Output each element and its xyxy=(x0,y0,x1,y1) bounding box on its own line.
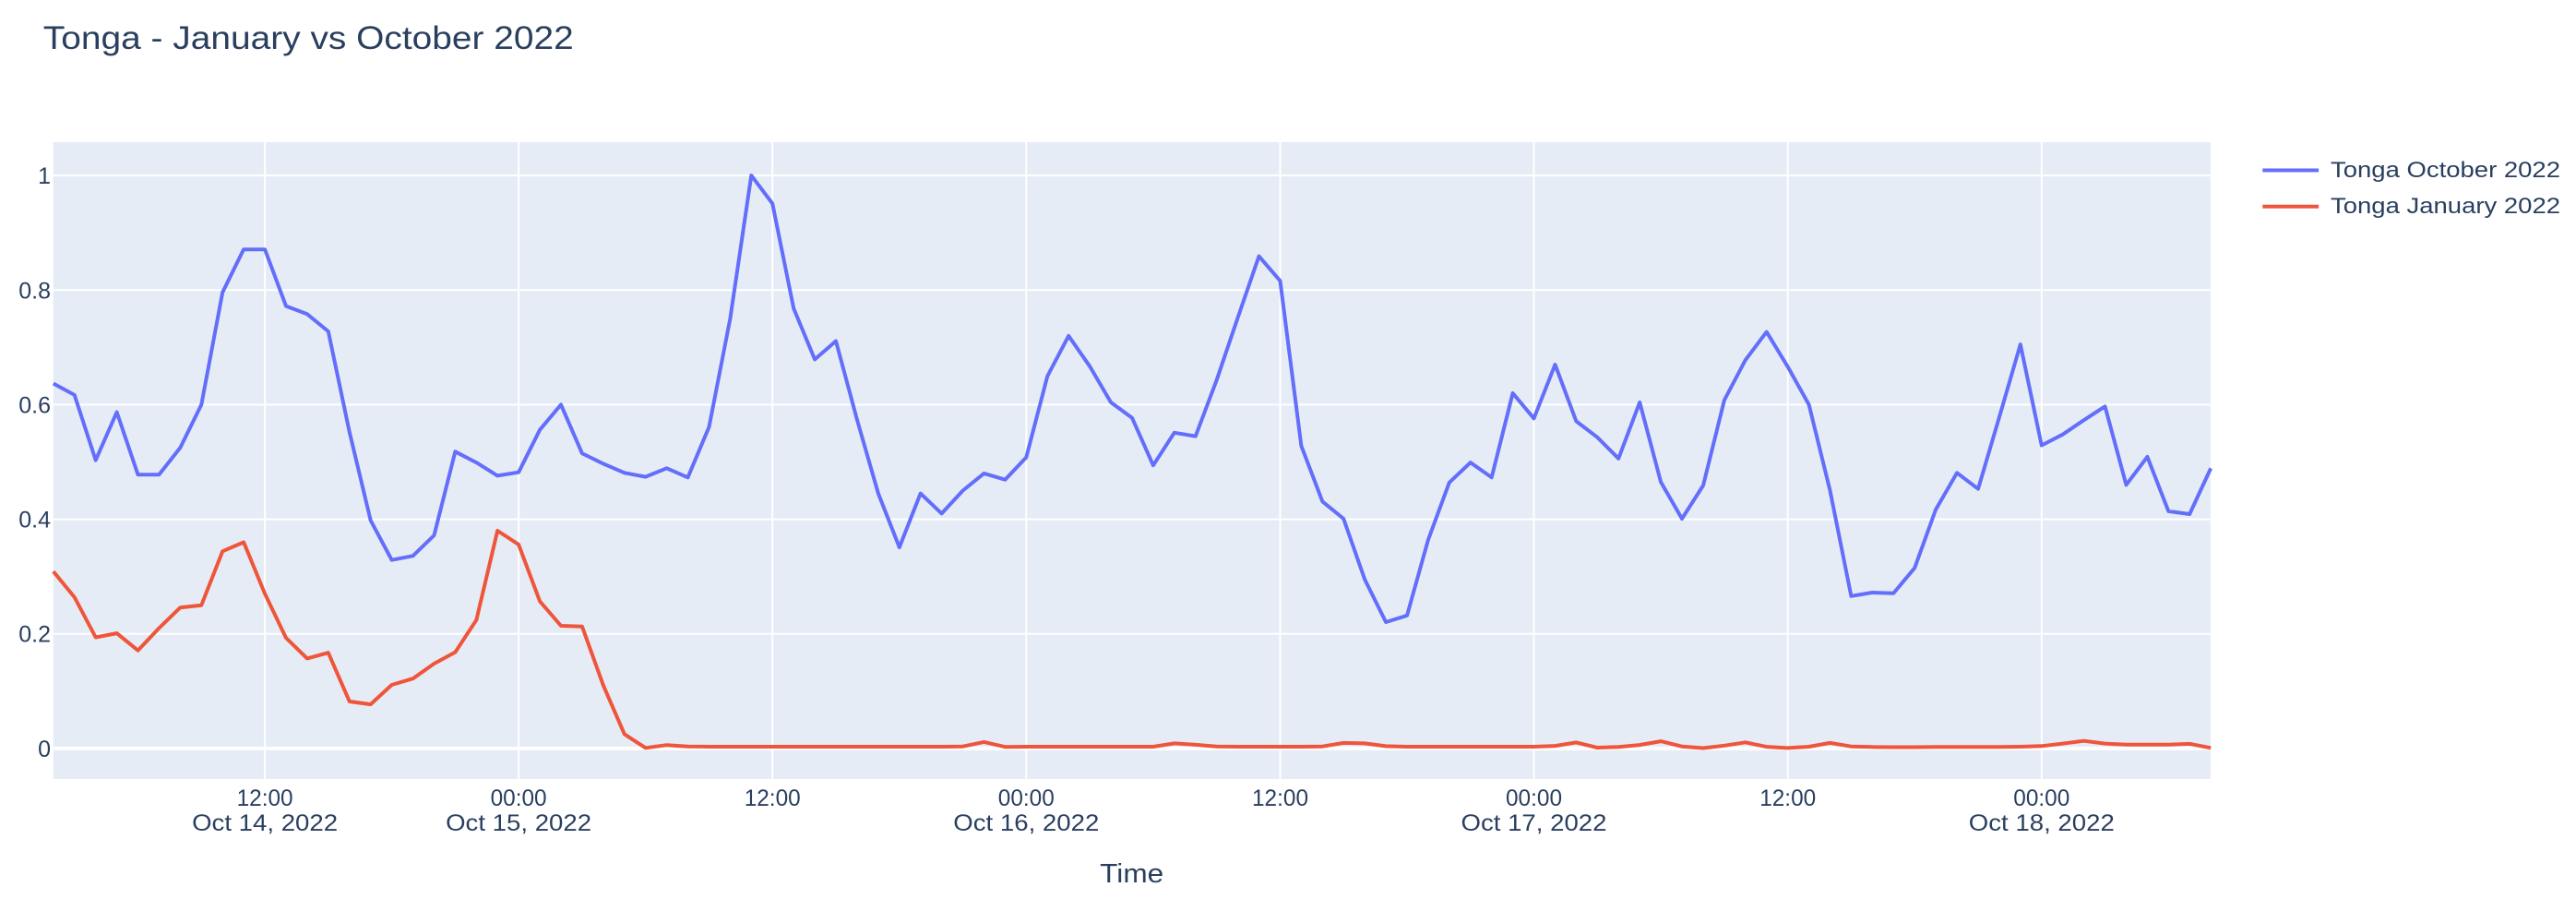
svg-text:00:00: 00:00 xyxy=(491,785,547,811)
svg-text:Tonga - January vs October 202: Tonga - January vs October 2022 xyxy=(43,20,574,56)
svg-text:12:00: 12:00 xyxy=(745,785,801,811)
svg-text:12:00: 12:00 xyxy=(1252,785,1308,811)
svg-text:00:00: 00:00 xyxy=(998,785,1055,811)
svg-text:Oct 18, 2022: Oct 18, 2022 xyxy=(1969,810,2115,836)
svg-text:1: 1 xyxy=(38,163,51,189)
svg-text:Tonga January 2022: Tonga January 2022 xyxy=(2331,194,2560,219)
svg-text:0.2: 0.2 xyxy=(18,622,51,648)
svg-text:00:00: 00:00 xyxy=(1506,785,1562,811)
svg-text:0.4: 0.4 xyxy=(18,508,51,533)
svg-text:12:00: 12:00 xyxy=(1759,785,1816,811)
svg-text:Oct 14, 2022: Oct 14, 2022 xyxy=(192,810,338,836)
svg-text:Tonga October 2022: Tonga October 2022 xyxy=(2331,158,2560,183)
svg-text:0.8: 0.8 xyxy=(18,278,51,304)
svg-text:00:00: 00:00 xyxy=(2013,785,2069,811)
svg-text:Oct 15, 2022: Oct 15, 2022 xyxy=(446,810,591,836)
svg-text:12:00: 12:00 xyxy=(237,785,293,811)
svg-text:0.6: 0.6 xyxy=(18,392,51,418)
svg-text:Oct 16, 2022: Oct 16, 2022 xyxy=(953,810,1099,836)
svg-text:Oct 17, 2022: Oct 17, 2022 xyxy=(1461,810,1607,836)
svg-text:0: 0 xyxy=(38,737,51,762)
svg-text:Time: Time xyxy=(1100,859,1163,889)
